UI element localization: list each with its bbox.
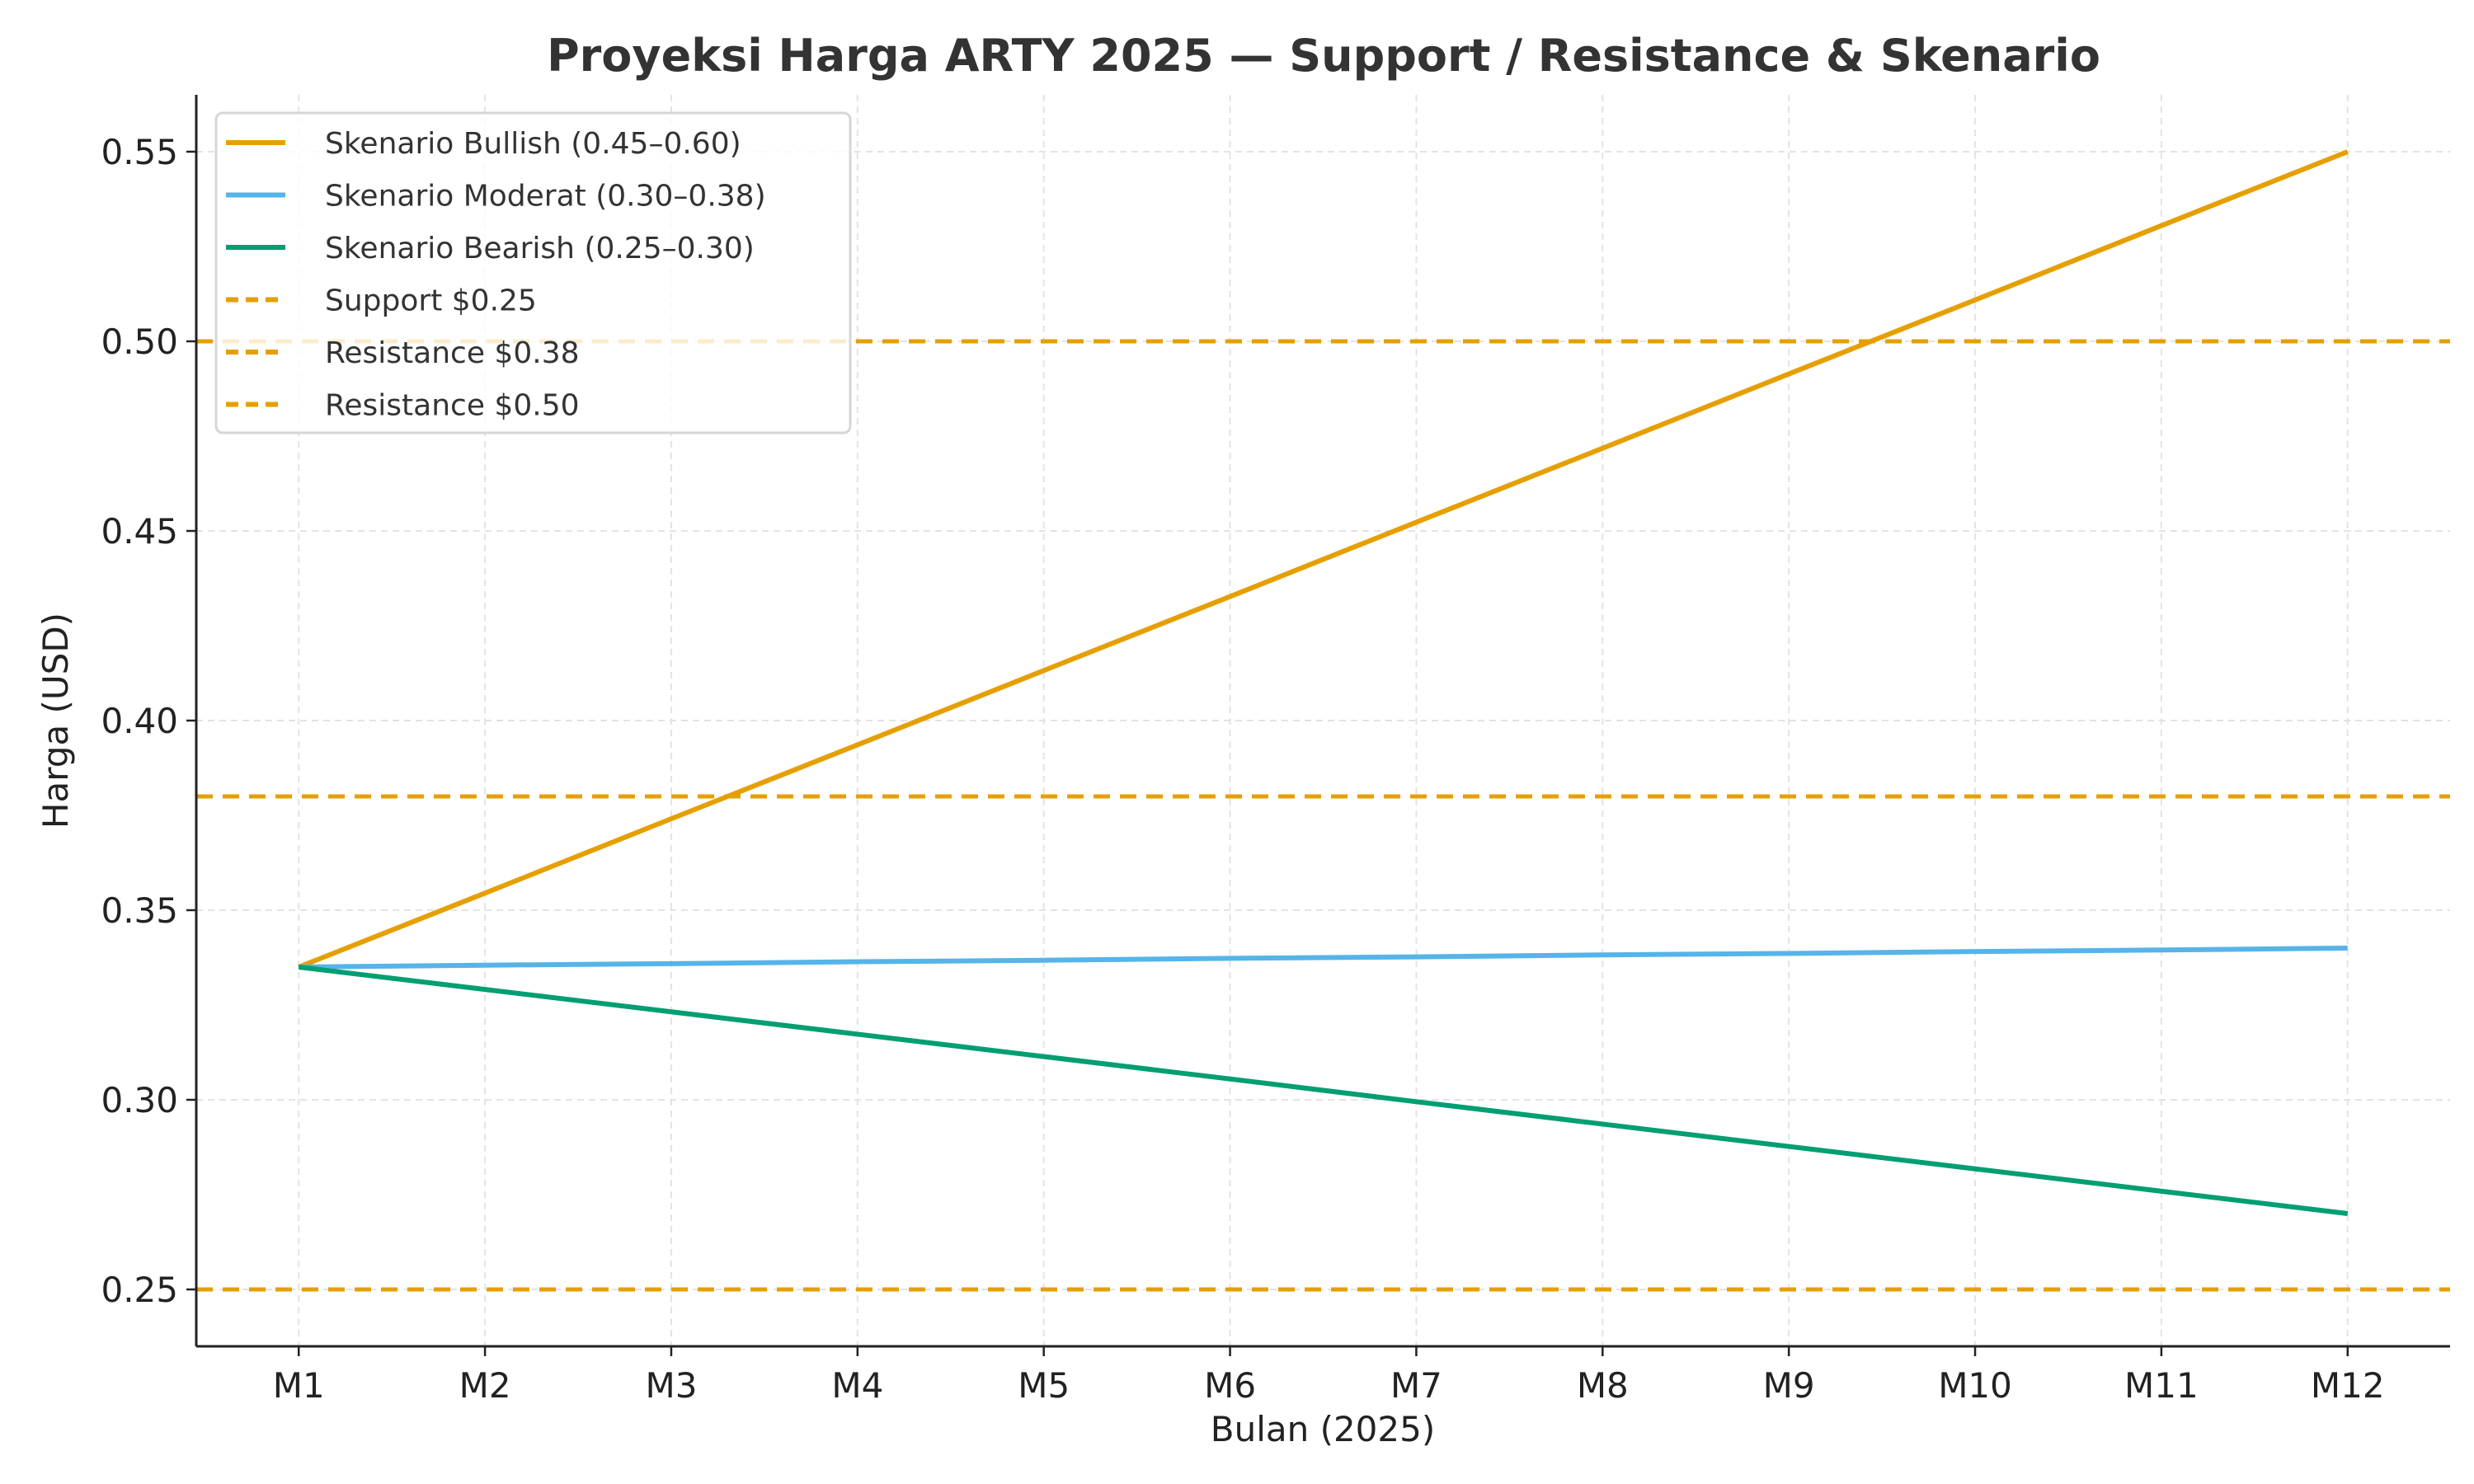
y-tick-label: 0.30 (101, 1080, 178, 1120)
y-tick-label: 0.50 (101, 322, 178, 362)
legend-label: Support $0.25 (325, 284, 537, 318)
series-lines (298, 149, 2349, 1216)
legend-label: Resistance $0.38 (325, 336, 580, 370)
x-tick-label: M6 (1204, 1365, 1256, 1406)
legend-label: Skenario Bearish (0.25–0.30) (325, 232, 755, 265)
x-tick-label: M7 (1390, 1365, 1442, 1406)
x-tick-label: M5 (1018, 1365, 1070, 1406)
y-tick-label: 0.45 (101, 511, 178, 552)
x-tick-label: M3 (645, 1365, 697, 1406)
x-axis-label: Bulan (2025) (1211, 1409, 1435, 1449)
x-tick-label: M8 (1577, 1365, 1629, 1406)
y-tick-label: 0.40 (101, 701, 178, 741)
x-tick-label: M2 (459, 1365, 511, 1406)
y-tick-label: 0.55 (101, 132, 178, 172)
x-tick-label: M12 (2311, 1365, 2385, 1406)
series-line-0 (298, 149, 2349, 970)
y-tick-label: 0.35 (101, 890, 178, 931)
x-tick-label: M11 (2124, 1365, 2199, 1406)
legend-label: Resistance $0.50 (325, 389, 580, 423)
legend-label: Skenario Bullish (0.45–0.60) (325, 127, 741, 161)
series-line-1 (299, 946, 2348, 970)
series-line-2 (298, 965, 2349, 1216)
x-tick-label: M10 (1938, 1365, 2012, 1406)
legend-label: Skenario Moderat (0.30–0.38) (325, 180, 766, 214)
y-tick-label: 0.25 (101, 1270, 178, 1310)
axes: M1 M2 M3 M4 M5 M6 M7 M8 M9 M10 M11 M12 0.25 0.30 0.35 0… (101, 95, 2450, 1406)
x-tick-label: M1 (273, 1365, 325, 1406)
x-tick-label: M9 (1763, 1365, 1815, 1406)
chart-title: Proyeksi Harga ARTY 2025 — Support / Res… (547, 30, 2100, 82)
legend-box (214, 111, 852, 434)
y-axis-label: Harga (USD) (35, 613, 76, 829)
legend: Skenario Bullish (0.45–0.60) Skenario Mod… (214, 111, 852, 434)
x-tick-label: M4 (831, 1365, 883, 1406)
reference-lines (196, 339, 2450, 1292)
